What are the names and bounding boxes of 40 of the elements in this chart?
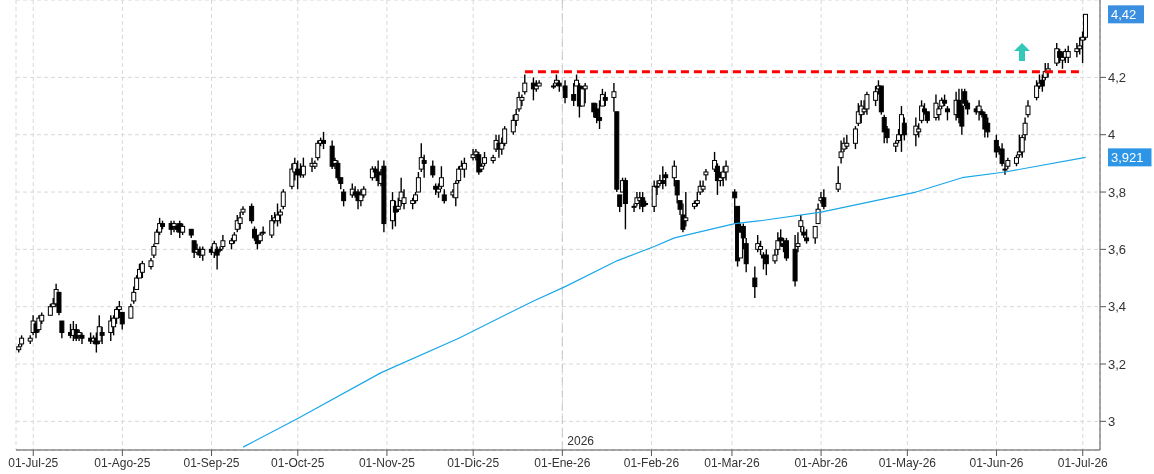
candlestick: [985, 116, 991, 139]
candlestick: [723, 159, 729, 182]
candlestick: [752, 265, 758, 299]
x-tick-label: 01-Nov-25: [358, 455, 416, 470]
candlestick: [901, 116, 907, 142]
y-tick-label: 3,8: [1108, 184, 1127, 200]
x-tick-label: 01-Sep-25: [183, 455, 240, 470]
candlestick: [852, 125, 858, 150]
candlestick: [269, 214, 275, 239]
x-tick-label: 01-Ago-25: [94, 455, 151, 470]
x-tick-label: 01-Dic-25: [447, 455, 500, 470]
annotation: 3,921: [1111, 149, 1144, 165]
y-tick-label: 3: [1108, 413, 1116, 429]
x-tick-label: 01-Jul-26: [1057, 455, 1109, 470]
y-tick-label: 3,4: [1108, 299, 1127, 315]
annotation: 4,42: [1111, 6, 1137, 22]
candlestick: [844, 134, 850, 150]
x-tick-label: 01-Jul-25: [8, 455, 59, 470]
ref-line-label: 2026: [567, 434, 595, 448]
x-tick-label: 01-Abr-26: [794, 455, 849, 470]
line-series: [242, 156, 1087, 448]
candlestick: [249, 202, 255, 225]
y-tick-label: 4,2: [1108, 70, 1127, 85]
y-tick-label: 4: [1108, 127, 1116, 143]
candlestick: [315, 139, 321, 162]
x-tick-label: 01-Jun-26: [969, 455, 1024, 470]
y-tick-label: 3,2: [1108, 356, 1127, 372]
candlestick: [838, 139, 844, 165]
x-tick-label: 01-May-26: [878, 455, 937, 470]
x-tick-label: 01-Feb-26: [623, 455, 680, 470]
candlestick: [683, 191, 689, 228]
y-tick-label: 3,6: [1108, 241, 1127, 257]
candlestick: [280, 188, 286, 210]
candlestick: [522, 73, 528, 96]
x-tick-label: 01-Oct-25: [271, 455, 325, 470]
x-tick-label: 01-Ene-26: [534, 455, 591, 470]
x-tick-label: 01-Mar-26: [704, 455, 760, 470]
candlestick: [703, 168, 709, 182]
candlestick: [855, 102, 861, 127]
candlestick: [835, 165, 841, 193]
